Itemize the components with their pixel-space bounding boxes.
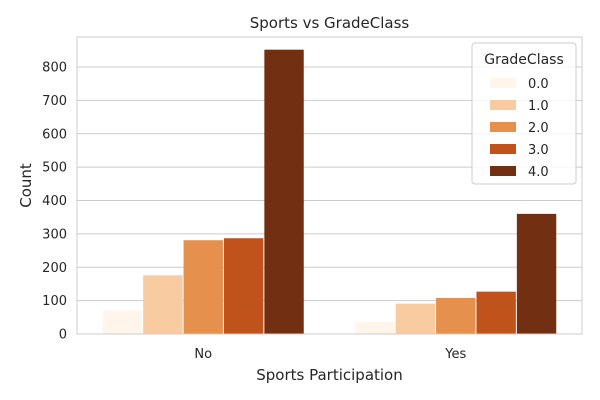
bars: [102, 49, 557, 334]
legend-label: 0.0: [528, 77, 549, 92]
legend-label: 1.0: [528, 99, 549, 114]
bar-no-gradeclass-1-0: [143, 275, 183, 334]
bar-yes-gradeclass-0-0: [355, 321, 395, 334]
y-tick-label: 700: [42, 94, 67, 109]
plot-frame: [76, 36, 583, 335]
bar-yes-gradeclass-4-0: [516, 213, 557, 334]
legend-swatch: [490, 144, 516, 154]
legend: GradeClass 0.0 1.0 2.0 3.0 4.0: [471, 42, 577, 185]
y-tick-label: 500: [42, 161, 67, 176]
bar-no-gradeclass-3-0: [223, 238, 264, 334]
legend-swatch: [490, 122, 516, 132]
y-tick-label: 600: [42, 127, 67, 142]
x-tick-label: No: [194, 347, 212, 362]
x-tick-label: Yes: [444, 347, 466, 362]
bar-yes-gradeclass-3-0: [476, 291, 516, 334]
legend-items: 0.0 1.0 2.0 3.0 4.0: [490, 77, 549, 180]
y-tick-label: 400: [42, 194, 67, 209]
y-tick-label: 800: [42, 61, 67, 76]
x-tick-labels: No Yes: [194, 347, 466, 362]
y-tick-label: 200: [42, 261, 67, 276]
legend-title: GradeClass: [484, 52, 564, 68]
y-tick-label: 0: [59, 328, 67, 343]
legend-label: 3.0: [528, 143, 549, 158]
y-tick-label: 300: [42, 227, 67, 242]
bar-no-gradeclass-2-0: [183, 240, 223, 334]
legend-label: 2.0: [528, 121, 549, 136]
chart-title: Sports vs GradeClass: [250, 14, 410, 32]
legend-swatch: [490, 100, 516, 110]
bar-yes-gradeclass-2-0: [436, 297, 476, 334]
y-axis-label: Count: [17, 163, 35, 208]
legend-label: 4.0: [528, 165, 549, 180]
bar-no-gradeclass-4-0: [264, 49, 304, 334]
y-tick-label: 100: [42, 294, 67, 309]
legend-swatch: [490, 166, 516, 176]
y-tick-labels: 0 100 200 300 400 500 600 700 800: [42, 61, 67, 343]
legend-swatch: [490, 78, 516, 88]
x-axis-label: Sports Participation: [256, 366, 403, 384]
bar-yes-gradeclass-1-0: [395, 303, 436, 334]
bar-no-gradeclass-0-0: [102, 310, 143, 334]
